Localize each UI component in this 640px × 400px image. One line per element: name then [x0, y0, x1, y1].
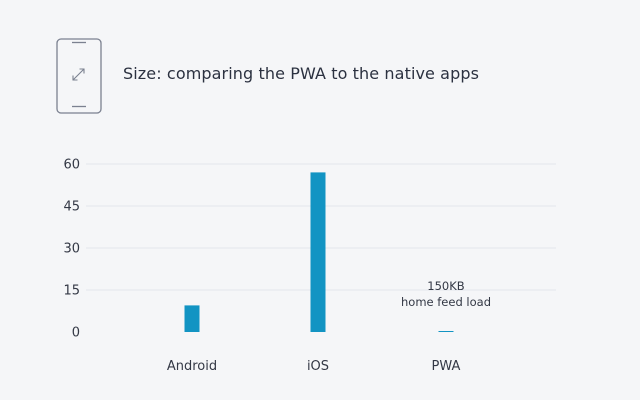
y-tick-label: 0: [72, 326, 80, 341]
x-tick-label: Android: [167, 359, 217, 374]
bar-pwa: [438, 331, 454, 332]
annotation-label: home feed load: [401, 295, 491, 309]
phone-resize-icon: [56, 38, 102, 114]
page-title: Size: comparing the PWA to the native ap…: [123, 64, 480, 83]
annotations: 150KB home feed load: [401, 279, 491, 309]
header: Size: comparing the PWA to the native ap…: [0, 0, 640, 130]
y-tick-label: 45: [63, 200, 80, 215]
y-tick-label: 30: [63, 242, 80, 257]
annotation-label: 150KB: [427, 279, 464, 293]
x-tick-label: iOS: [307, 359, 329, 374]
bar-android: [184, 305, 200, 332]
bar-ios: [310, 172, 326, 332]
y-tick-label: 15: [63, 284, 80, 299]
y-axis-ticks: 0 15 30 45 60: [63, 158, 80, 341]
x-axis-labels: Android iOS PWA: [167, 359, 461, 374]
y-tick-label: 60: [63, 158, 80, 173]
x-tick-label: PWA: [432, 359, 461, 374]
bars: [184, 172, 454, 332]
